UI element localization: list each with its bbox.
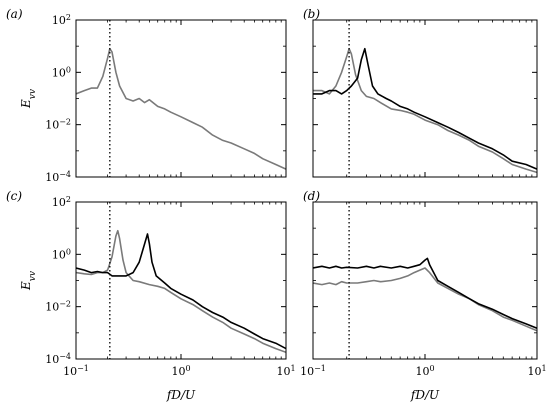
- y-tick-label: 10−4: [45, 352, 71, 367]
- series-group: [313, 47, 537, 174]
- y-axis-label: Evv: [19, 271, 38, 291]
- axes-frame: [312, 201, 538, 360]
- series-line-gray: [313, 47, 537, 174]
- y-tick-label: 10−2: [45, 117, 71, 132]
- y-tick-label: 10−2: [45, 299, 71, 314]
- x-tick-label: 101: [276, 364, 295, 379]
- x-axis-label: fD/U: [410, 388, 440, 402]
- series-group: [313, 257, 537, 332]
- series-line-dark: [313, 47, 537, 170]
- panel-3: 10−1 100 101 (d) fD/U: [300, 189, 546, 402]
- x-axis-label: fD/U: [166, 388, 196, 402]
- x-tick-label: 101: [527, 364, 546, 379]
- panel-label: (a): [6, 7, 23, 21]
- y-tick-label: 100: [52, 65, 71, 80]
- y-tick-label: 100: [52, 247, 71, 262]
- x-tick-label: 10−1: [300, 364, 326, 379]
- series-group: [76, 47, 286, 170]
- y-axis-label: Evv: [19, 89, 38, 109]
- series-line-gray: [76, 229, 286, 354]
- panel-0: 10−4 10−2 100 102 (a) Evv: [6, 7, 287, 185]
- axes-frame: [75, 201, 287, 360]
- panel-label: (c): [6, 189, 22, 203]
- x-tick-label: 10−1: [63, 364, 89, 379]
- series-line-gray: [76, 47, 286, 170]
- series-line-dark: [313, 257, 537, 329]
- x-tick-label: 100: [415, 364, 434, 379]
- axes-frame: [312, 19, 538, 178]
- panel-label: (d): [303, 189, 320, 203]
- y-tick-label: 102: [52, 195, 71, 210]
- series-group: [76, 229, 286, 354]
- panel-label: (b): [303, 7, 320, 21]
- x-tick-label: 100: [171, 364, 190, 379]
- series-line-gray: [313, 267, 537, 332]
- panel-2: 10−1 100 101 10−4 10−2 100 102 (c) Evv fD/U: [6, 189, 296, 402]
- y-tick-label: 10−4: [45, 170, 71, 185]
- panel-1: (b): [303, 7, 538, 178]
- series-line-dark: [76, 233, 286, 350]
- y-tick-label: 102: [52, 13, 71, 28]
